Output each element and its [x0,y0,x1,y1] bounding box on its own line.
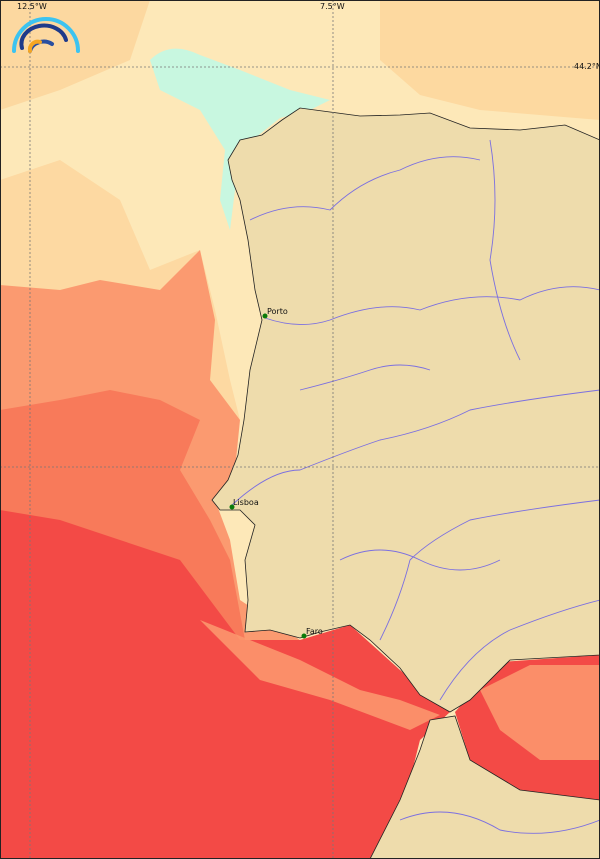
river-tejo [231,389,600,506]
mediterranean-warm-zone [480,665,600,760]
river-douro [264,286,600,325]
rainbow-logo-icon [12,17,80,53]
city-marker-faro [301,633,307,639]
sea-hot-zone [0,510,450,859]
city-label-lisboa: Lisboa [233,498,259,507]
city-label-porto: Porto [267,307,288,316]
city-marker-lisboa [229,504,235,510]
land-africa [369,715,600,859]
river-mondego [299,364,431,391]
river-guadiana [379,499,600,641]
rivers [231,139,600,834]
river-south [339,549,501,571]
city-label-faro: Faro [306,627,323,636]
city-marker-porto [262,313,268,319]
river-minho [249,156,481,221]
grid-label-lat-44-2n: 44.2°N [574,62,600,71]
sea-pale-zone-ne [380,0,600,120]
river-africa [399,811,600,834]
sea-cool-zone [150,48,330,230]
river-north [489,139,521,361]
grid-label-lon-7-5w: 7.5°W [320,2,345,11]
land-iberia [211,107,600,713]
river-guadalquivir [439,599,600,701]
grid-label-lon-12-5w: 12.5°W [17,2,47,11]
sea-warm-filament [200,620,440,730]
